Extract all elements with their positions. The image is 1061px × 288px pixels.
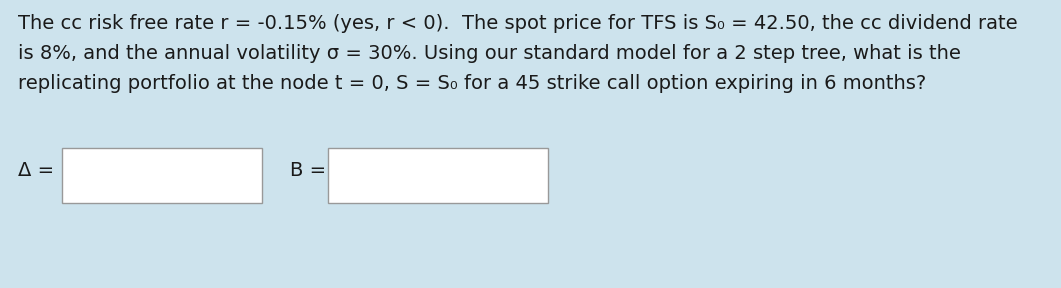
Text: B =: B =: [290, 160, 326, 179]
Bar: [328, 148, 547, 203]
Bar: [62, 148, 262, 203]
Text: The cc risk free rate r = -0.15% (yes, r < 0).  The spot price for TFS is S₀ = 4: The cc risk free rate r = -0.15% (yes, r…: [18, 14, 1017, 33]
Text: replicating portfolio at the node t = 0, S = S₀ for a 45 strike call option expi: replicating portfolio at the node t = 0,…: [18, 74, 926, 93]
Text: is 8%, and the annual volatility σ = 30%. Using our standard model for a 2 step : is 8%, and the annual volatility σ = 30%…: [18, 44, 961, 63]
Text: Δ =: Δ =: [18, 160, 54, 179]
